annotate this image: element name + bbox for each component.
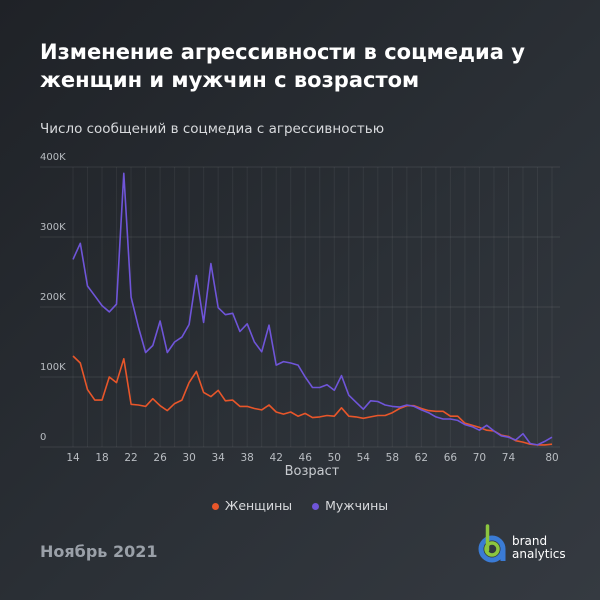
report-date: Ноябрь 2021 — [40, 542, 158, 561]
brand-analytics-logo-icon — [478, 524, 506, 563]
y-axis-ticks: 0 100K 200K 300K 400K — [40, 152, 66, 443]
x-tick-label: 70 — [473, 452, 486, 464]
y-tick-label: 200K — [40, 292, 66, 303]
x-tick-label: 42 — [270, 452, 283, 464]
x-tick-label: 30 — [182, 452, 195, 464]
logo-text: brand analytics — [512, 535, 566, 561]
x-tick-label: 50 — [328, 452, 341, 464]
chart-subtitle: Число сообщений в соцмедиа с агрессивнос… — [40, 121, 385, 137]
legend-marker-women — [211, 503, 219, 510]
x-tick-label: 38 — [240, 452, 253, 464]
legend-item-men: Мужчины — [312, 498, 388, 513]
logo-text-line2: analytics — [512, 547, 566, 561]
x-tick-label: 62 — [415, 452, 428, 464]
legend: Женщины Мужчины — [0, 498, 600, 513]
grid — [40, 166, 560, 448]
x-tick-label: 80 — [545, 452, 558, 464]
legend-label-men: Мужчины — [325, 498, 389, 513]
x-tick-label: 58 — [386, 452, 399, 464]
x-tick-label: 74 — [502, 452, 516, 464]
legend-marker-men — [312, 503, 320, 510]
x-axis-label: Возраст — [285, 464, 340, 479]
legend-label-women: Женщины — [224, 498, 293, 513]
legend-item-women: Женщины — [211, 498, 293, 513]
y-tick-label: 300K — [40, 222, 66, 233]
y-tick-label: 0 — [40, 432, 46, 443]
page-title: Изменение агрессивности в соцмедиа у жен… — [40, 40, 525, 92]
x-tick-label: 46 — [299, 452, 313, 464]
x-tick-label: 34 — [211, 452, 225, 464]
x-tick-label: 54 — [357, 452, 371, 464]
x-tick-label: 26 — [153, 452, 167, 464]
series-line-women — [72, 355, 553, 446]
y-tick-label: 400K — [40, 152, 66, 163]
x-tick-label: 22 — [124, 452, 137, 464]
x-tick-label: 66 — [444, 452, 458, 464]
logo-text-line1: brand — [512, 534, 548, 548]
x-tick-label: 18 — [95, 452, 108, 464]
series-line-men — [72, 172, 553, 446]
x-axis-ticks: 14 18 22 26 30 34 38 42 46 50 54 58 62 66 70 74 80 — [66, 452, 558, 464]
x-tick-label: 14 — [66, 452, 80, 464]
y-tick-label: 100K — [40, 362, 66, 373]
series-lines — [72, 172, 553, 446]
